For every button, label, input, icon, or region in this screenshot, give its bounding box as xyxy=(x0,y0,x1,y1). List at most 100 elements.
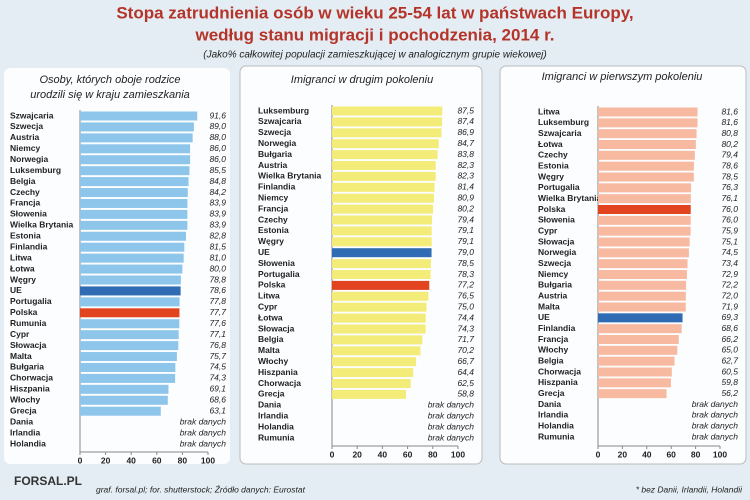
value-label: 86,9 xyxy=(457,127,474,137)
bar xyxy=(80,308,180,318)
bar xyxy=(80,395,168,405)
value-label: brak danych xyxy=(692,431,739,441)
bar xyxy=(598,367,672,377)
value-label: 89,0 xyxy=(209,121,226,131)
category-label: Szwajcaria xyxy=(258,116,302,126)
category-label: Łotwa xyxy=(538,139,563,149)
value-label: 83,9 xyxy=(209,220,226,230)
value-label: 74,5 xyxy=(721,247,738,257)
bar xyxy=(80,297,180,307)
category-label: Irlandia xyxy=(10,427,41,437)
category-label: Grecja xyxy=(538,388,565,398)
bar xyxy=(332,237,432,247)
category-label: UE xyxy=(538,312,550,322)
bar xyxy=(332,215,433,225)
bar xyxy=(80,231,186,241)
bar xyxy=(332,302,427,312)
bar xyxy=(598,226,691,236)
category-label: Szwajcaria xyxy=(538,128,582,138)
value-label: 86,0 xyxy=(209,154,226,164)
x-tick-label: 60 xyxy=(403,449,413,459)
value-label: 68,6 xyxy=(209,395,226,405)
category-label: Francja xyxy=(538,334,569,344)
value-label: 77,2 xyxy=(457,280,474,290)
bar xyxy=(598,161,694,171)
bar xyxy=(80,111,198,121)
category-label: Grecja xyxy=(10,405,37,415)
value-label: 84,7 xyxy=(457,138,474,148)
value-label: 60,5 xyxy=(721,366,738,376)
bar xyxy=(80,166,190,176)
category-label: Luksemburg xyxy=(258,105,309,115)
bar xyxy=(80,198,188,208)
x-tick-label: 0 xyxy=(596,449,601,459)
bar xyxy=(332,259,431,269)
value-label: 78,8 xyxy=(209,274,226,284)
panel-title: urodzili się w kraju zamieszkania xyxy=(30,89,190,101)
category-label: Szwecja xyxy=(258,127,291,137)
value-label: 58,8 xyxy=(457,389,474,399)
category-label: Dania xyxy=(538,399,561,409)
category-label: Łotwa xyxy=(258,312,283,322)
bar xyxy=(598,215,691,225)
note: * bez Danii, Irlandii, Holandii xyxy=(636,484,743,494)
x-tick-label: 40 xyxy=(126,455,136,465)
value-label: 76,0 xyxy=(721,204,738,214)
value-label: 81,6 xyxy=(721,106,738,116)
category-label: Włochy xyxy=(538,345,568,355)
category-label: Słowenia xyxy=(10,209,47,219)
value-label: 68,6 xyxy=(721,323,738,333)
panel-title: Imigranci w drugim pokoleniu xyxy=(291,74,433,86)
logo: FORSAL.PL xyxy=(14,474,82,488)
value-label: 74,4 xyxy=(457,312,474,322)
bar xyxy=(598,378,671,388)
value-label: 74,5 xyxy=(209,362,226,372)
category-label: Litwa xyxy=(258,291,280,301)
category-label: Estonia xyxy=(10,231,41,241)
value-label: 81,6 xyxy=(721,117,738,127)
value-label: 77,7 xyxy=(209,307,226,317)
value-label: 83,9 xyxy=(209,198,226,208)
value-label: 78,5 xyxy=(457,258,474,268)
bar xyxy=(598,270,687,279)
value-label: 80,2 xyxy=(721,139,738,149)
bar xyxy=(598,205,691,214)
bar xyxy=(332,128,442,138)
category-label: Grecja xyxy=(258,389,285,399)
bar xyxy=(80,264,183,274)
x-tick-label: 20 xyxy=(618,449,628,459)
value-label: 66,2 xyxy=(721,334,738,344)
panel-title: Imigranci w pierwszym pokoleniu xyxy=(542,71,703,83)
value-label: brak danych xyxy=(180,427,227,437)
x-tick-label: 20 xyxy=(352,449,362,459)
value-label: 85,5 xyxy=(209,165,226,175)
value-label: 77,1 xyxy=(209,329,226,339)
bar xyxy=(80,144,191,154)
category-label: Polska xyxy=(538,204,566,214)
category-label: Belgia xyxy=(258,334,284,344)
bar xyxy=(80,188,188,198)
bar xyxy=(332,346,421,356)
category-label: Estonia xyxy=(538,160,569,170)
category-label: Malta xyxy=(538,301,560,311)
value-label: brak danych xyxy=(428,410,475,420)
bar xyxy=(598,259,688,269)
category-label: Norwegia xyxy=(258,138,297,148)
bar xyxy=(332,171,436,181)
bar xyxy=(332,270,431,279)
value-label: 76,0 xyxy=(721,215,738,225)
bar xyxy=(332,226,432,236)
x-tick-label: 0 xyxy=(330,449,335,459)
bar xyxy=(80,362,176,372)
bar xyxy=(80,253,184,263)
category-label: Belgia xyxy=(10,176,36,186)
category-label: Bułgaria xyxy=(10,362,44,372)
category-label: Hiszpania xyxy=(10,384,50,394)
category-label: Malta xyxy=(10,351,32,361)
value-label: 75,1 xyxy=(721,236,738,246)
value-label: 69,1 xyxy=(209,384,226,394)
value-label: 79,1 xyxy=(457,225,474,235)
bar xyxy=(332,280,430,290)
category-label: Luksemburg xyxy=(538,117,589,127)
